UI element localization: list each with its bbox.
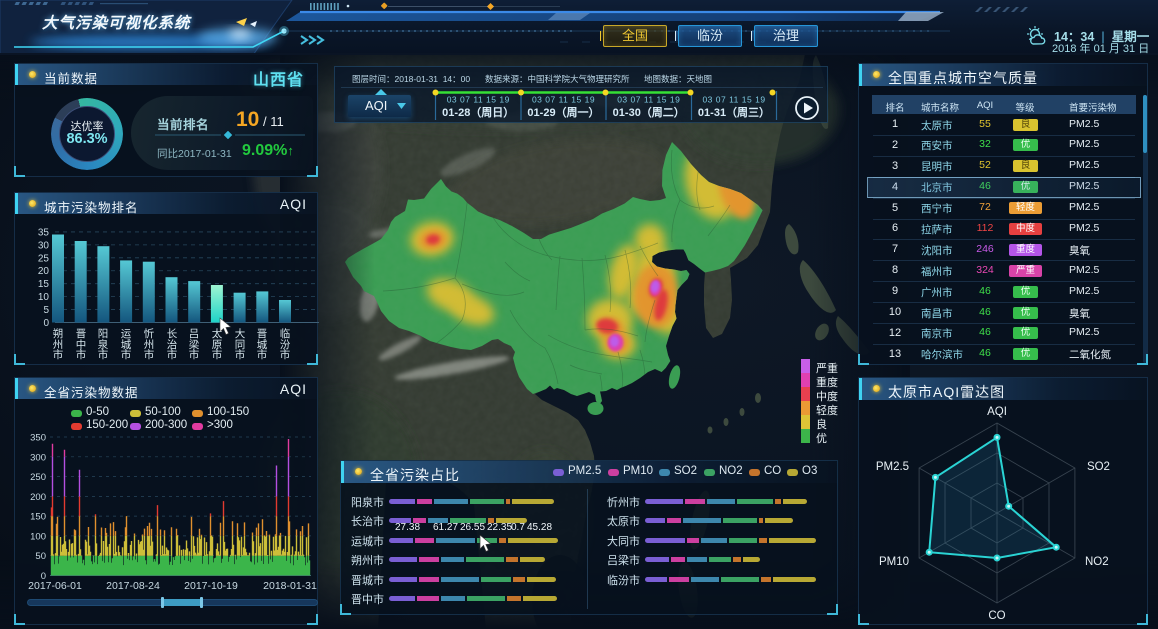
svg-text:01-30（周二）: 01-30（周二）	[613, 106, 685, 119]
svg-text:01-29（周一）: 01-29（周一）	[527, 106, 599, 119]
svg-text:03 07 11 15 19: 03 07 11 15 19	[617, 95, 680, 105]
svg-text:10: 10	[38, 292, 50, 303]
svg-text:15: 15	[38, 279, 50, 290]
svg-text:01-28（周日）: 01-28（周日）	[442, 106, 514, 119]
svg-text:350: 350	[30, 433, 46, 444]
svg-text:200: 200	[30, 492, 46, 503]
svg-text:100: 100	[30, 531, 46, 542]
svg-text:20: 20	[38, 266, 50, 277]
svg-text:300: 300	[30, 452, 46, 463]
svg-text:50: 50	[35, 551, 46, 562]
svg-text:25: 25	[38, 253, 50, 264]
svg-text:0: 0	[43, 318, 49, 329]
svg-text:5: 5	[43, 305, 49, 316]
svg-text:30: 30	[38, 240, 50, 251]
svg-text:150: 150	[30, 512, 46, 523]
svg-text:250: 250	[30, 472, 46, 483]
svg-text:35: 35	[38, 227, 50, 238]
svg-text:03 07 11 15 19: 03 07 11 15 19	[447, 95, 510, 105]
svg-text:03 07 11 15 19: 03 07 11 15 19	[532, 95, 595, 105]
svg-text:03 07 11 15 19: 03 07 11 15 19	[702, 95, 765, 105]
svg-text:0: 0	[41, 571, 46, 582]
svg-text:01-31（周三）: 01-31（周三）	[698, 106, 770, 119]
